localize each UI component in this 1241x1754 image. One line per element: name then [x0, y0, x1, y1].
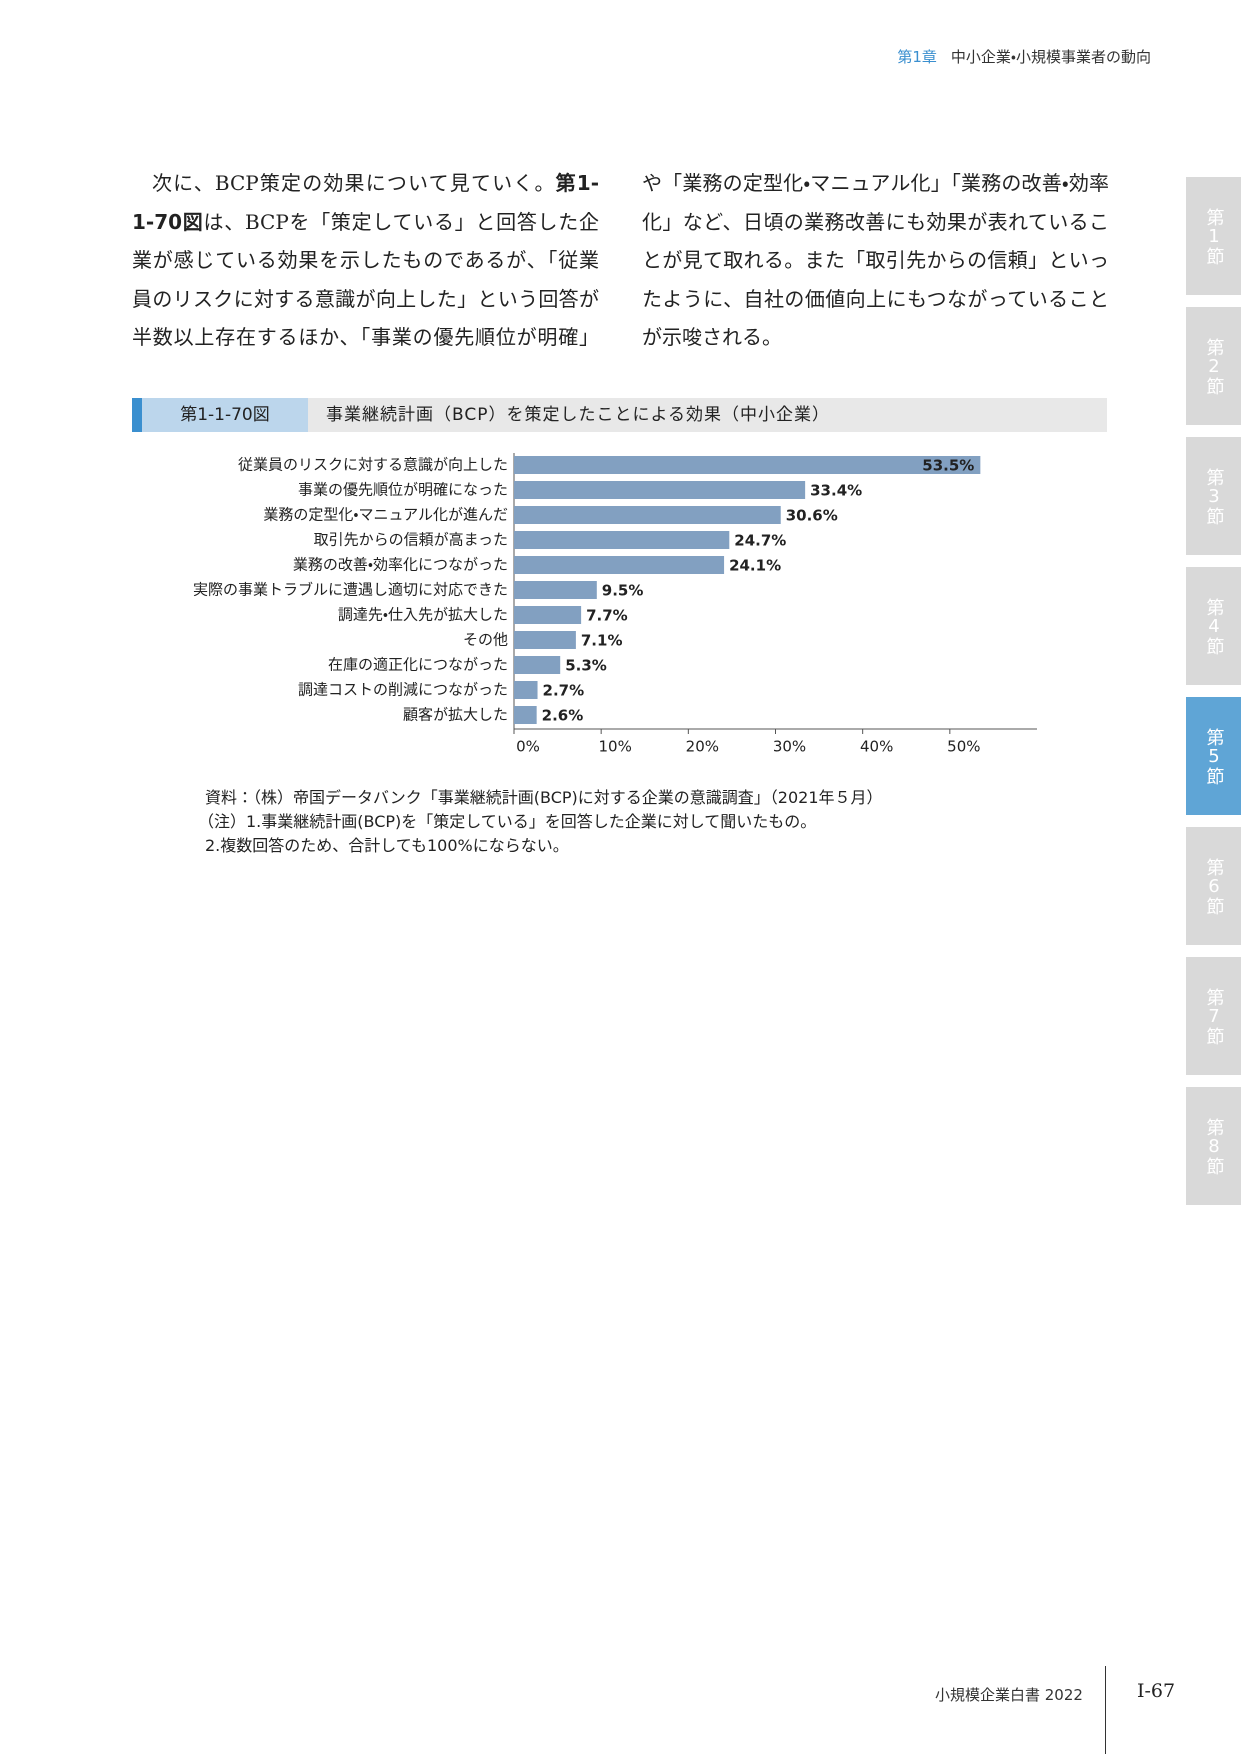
text: 次に、BCP策定の効果について見ていく。 [152, 171, 556, 195]
figure-header: 第1-1-70図 事業継続計画（BCP）を策定したことによる効果（中小企業） [132, 398, 1107, 432]
value-label: 24.1% [729, 557, 781, 575]
bar [514, 581, 597, 599]
category-label: 調達コストの削減につながった [298, 681, 508, 699]
bar [514, 506, 781, 524]
section-tab[interactable]: 第4節 [1186, 567, 1241, 685]
bar [514, 681, 538, 699]
section-tab[interactable]: 第1節 [1186, 177, 1241, 295]
tab-label: 第4節 [1203, 597, 1225, 655]
tab-label: 第5節 [1203, 727, 1225, 785]
value-label: 24.7% [734, 532, 786, 550]
text: は、BCPを「策定している」と回答した企業が感じている効果を示したものであるが、… [132, 171, 1109, 349]
bar [514, 456, 981, 474]
page-number: Ⅰ-67 [1137, 1680, 1176, 1702]
section-tab[interactable]: 第3節 [1186, 437, 1241, 555]
bar [514, 531, 730, 549]
figure-number: 第1-1-70図 [142, 398, 308, 432]
tab-label: 第6節 [1203, 857, 1225, 915]
value-label: 5.3% [565, 657, 607, 675]
category-label: 実際の事業トラブルに遭遇し適切に対応できた [193, 581, 508, 599]
x-tick-label: 40% [860, 738, 893, 756]
paragraph: 次に、BCP策定の効果について見ていく。第1-1-70図は、BCPを「策定してい… [132, 164, 1109, 357]
bar [514, 706, 537, 724]
tab-label: 第7節 [1203, 987, 1225, 1045]
figure-ref: 第1-1-70図 [132, 171, 599, 234]
value-label: 33.4% [810, 482, 862, 500]
bar [514, 606, 582, 624]
tab-label: 第2節 [1203, 337, 1225, 395]
value-label: 7.1% [581, 632, 623, 650]
section-tab[interactable]: 第6節 [1186, 827, 1241, 945]
category-label: 従業員のリスクに対する意識が向上した [238, 456, 508, 474]
divider [1105, 1666, 1106, 1754]
value-label: 53.5% [922, 457, 974, 475]
category-label: 業務の改善・効率化につながった [293, 556, 508, 574]
value-label: 2.7% [543, 682, 585, 700]
note: （注）1.事業継続計画(BCP)を「策定している」を回答した企業に対して聞いたも… [198, 812, 817, 831]
source: 資料：（株）帝国データバンク「事業継続計画(BCP)に対する企業の意識調査」（2… [205, 788, 883, 807]
figure-title: 事業継続計画（BCP）を策定したことによる効果（中小企業） [326, 405, 830, 425]
running-header: 第1章 中小企業・小規模事業者の動向 [897, 46, 1151, 67]
section-tab[interactable]: 第2節 [1186, 307, 1241, 425]
category-label: 業務の定型化・マニュアル化が進んだ [263, 506, 508, 524]
category-label: 取引先からの信頼が高まった [314, 531, 508, 549]
category-label: 事業の優先順位が明確になった [298, 481, 508, 499]
bar [514, 481, 806, 499]
tab-label: 第3節 [1203, 467, 1225, 525]
section-tab[interactable]: 第8節 [1186, 1087, 1241, 1205]
x-tick-label: 50% [947, 738, 980, 756]
category-label: 在庫の適正化につながった [328, 656, 508, 674]
x-tick-label: 20% [686, 738, 719, 756]
value-label: 2.6% [542, 707, 584, 725]
category-label: その他 [463, 631, 508, 649]
tab-label: 第1節 [1203, 207, 1225, 265]
bar [514, 656, 561, 674]
section-tab[interactable]: 第7節 [1186, 957, 1241, 1075]
value-label: 9.5% [602, 582, 644, 600]
category-label: 調達先・仕入先が拡大した [338, 606, 508, 624]
chapter-title: 中小企業・小規模事業者の動向 [950, 48, 1151, 66]
tab-label: 第8節 [1203, 1117, 1225, 1175]
section-tab[interactable]: 第5節 [1186, 697, 1241, 815]
value-label: 7.7% [586, 607, 628, 625]
bar [514, 556, 725, 574]
x-tick-label: 10% [598, 738, 631, 756]
stripe [132, 398, 142, 432]
chart: 0% 10% 20% 30% 40% 50% 従業員のリスクに対する意識が向上した 53.5%… [193, 453, 1037, 756]
value-label: 30.6% [786, 507, 838, 525]
category-label: 顧客が拡大した [403, 706, 508, 724]
note: 2.複数回答のため、合計しても100%にならない。 [205, 836, 569, 855]
x-tick-label: 0% [516, 738, 540, 756]
footer-book: 小規模企業白書 2022 [935, 1686, 1083, 1704]
bar [514, 631, 576, 649]
x-tick-label: 30% [773, 738, 806, 756]
chapter: 第1章 [897, 48, 937, 66]
